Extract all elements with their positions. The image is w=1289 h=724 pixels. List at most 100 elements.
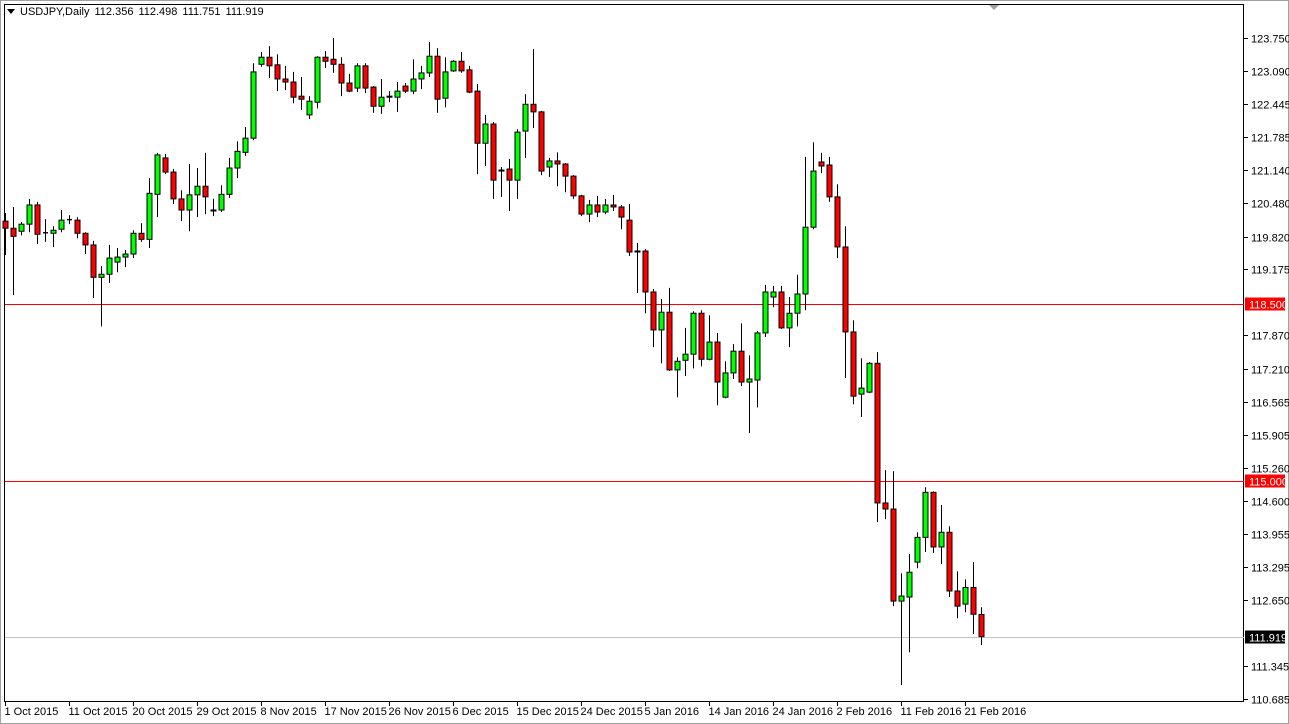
candle-body-bull [722,372,729,398]
x-tick-label: 26 Nov 2015 [389,706,451,718]
price-axis: 123.750 123.090 122.445 121.785 121.140 120.4… [1244,34,1289,707]
candle-body-bull [186,194,193,211]
candle [178,190,185,222]
candle [362,63,369,94]
y-tick-label: 119.820 [1251,233,1289,245]
candle-body-bear [882,502,889,510]
candle [410,59,417,95]
candle-body-bear [434,55,441,100]
candle [746,355,753,434]
candle-body-bear [930,491,937,548]
candle [370,86,377,113]
candle [266,46,273,78]
candle [954,571,961,619]
y-tick-label: 110.685 [1251,695,1289,707]
candle [778,285,785,329]
candle-body-bear [402,85,409,92]
candle-body-bull [658,311,665,331]
candle-body-bull [634,250,641,253]
x-tick-label: 21 Feb 2016 [965,706,1027,718]
x-tick-label: 1 Oct 2015 [5,706,59,718]
candle-body-bull [386,95,393,98]
candle-body-bear [778,291,785,329]
candle [802,156,809,311]
candle [618,204,625,230]
candle-body-bear [610,204,617,208]
price-label-text: 115.000 [1249,477,1288,489]
candle [122,249,129,268]
candle-body-bear [578,195,585,215]
candle [642,248,649,314]
candle-body-bear [594,204,601,213]
ohlc-high: 112.498 [138,6,178,18]
candle-body-bear [274,64,281,80]
candle [522,94,529,158]
candle-body-bear [618,206,625,218]
candle [626,203,633,257]
y-tick-label: 115.260 [1251,464,1289,476]
candle [43,219,48,242]
candle [138,223,145,242]
candle [818,152,825,174]
candle-body-bear [202,185,209,198]
time-axis: 1 Oct 2015 11 Oct 2015 20 Oct 2015 29 Oct 2… [5,702,1027,718]
candle-body-bear [850,331,857,397]
candle-body-bull [522,103,529,132]
candle [882,470,889,520]
candle-body-bull [962,586,969,605]
price-line-labels: 118.500 115.000 111.919 [1245,297,1288,645]
candle [786,297,793,348]
y-tick-label: 117.210 [1251,365,1289,377]
candle [498,167,505,197]
x-tick-label: 24 Dec 2015 [581,706,643,718]
candle [658,299,665,364]
candle [218,185,225,213]
candle [546,157,553,178]
candle-body-bull [26,204,33,225]
candle [946,526,953,598]
x-tick-label: 15 Dec 2015 [517,706,579,718]
candle-body-bull [130,232,137,255]
candle [106,244,113,283]
candle-body-bull [586,204,593,215]
candle-body-bull [58,219,65,230]
candle [186,163,193,232]
candle-body-bear [82,232,89,246]
x-tick-label: 11 Feb 2016 [901,706,962,718]
candle-body-bull [114,256,121,263]
candle-body-bear [162,157,169,173]
x-tick-label: 5 Jan 2016 [645,706,699,718]
candle [962,579,969,613]
candle [10,206,17,296]
candle [442,57,449,108]
candle-body-bull [426,55,433,74]
candle-body-bear [466,69,473,93]
chart-shift-marker-icon[interactable] [989,5,999,10]
candle [426,42,433,77]
candle-body-bear [506,168,513,181]
candle-body-bull [754,332,761,381]
candle [842,226,849,378]
candle [978,607,985,646]
dropdown-triangle-icon[interactable] [7,9,15,14]
x-tick-label: 24 Jan 2016 [773,706,834,718]
candle-body-bull [482,123,489,144]
candle [18,222,25,236]
candle [90,240,97,299]
candle-body-bull [746,378,753,383]
x-tick-label: 11 Oct 2015 [69,706,128,718]
candle-body-bull [410,78,417,92]
candle [170,169,177,204]
candle-body-bear [738,350,745,383]
candle-body-bull [442,71,449,99]
candle [67,215,72,225]
candle-body-bear [650,291,657,331]
candle-body-bull [898,595,905,602]
candle [714,332,721,406]
candle-body-bear [714,341,721,383]
candle-body-bull [394,90,401,98]
y-tick-label: 120.480 [1251,199,1289,211]
candle [114,247,121,273]
candle-body-bull [682,353,689,361]
